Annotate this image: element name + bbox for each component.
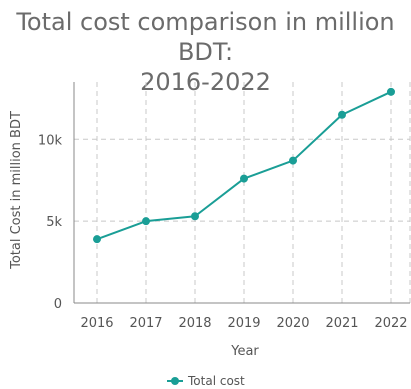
axes xyxy=(73,82,410,304)
data-point-2016 xyxy=(93,235,101,244)
y-tick-labels: 0 5k 10k xyxy=(38,133,63,312)
data-point-2017 xyxy=(142,217,150,226)
y-axis-title: Total Cost in million BDT xyxy=(9,111,24,270)
chart-title: Total cost comparison in million BDT: 20… xyxy=(0,7,411,97)
data-point-2018 xyxy=(191,212,199,221)
data-point-2021 xyxy=(338,110,346,119)
data-point-2020 xyxy=(289,156,297,165)
data-point-2019 xyxy=(240,174,248,183)
legend[interactable]: Total cost xyxy=(167,374,245,388)
legend-label-total-cost: Total cost xyxy=(187,374,245,388)
data-point-2022 xyxy=(387,87,395,96)
grid-lines xyxy=(74,82,411,303)
x-tick-label-2020: 2020 xyxy=(276,316,309,331)
x-tick-label-2018: 2018 xyxy=(178,316,211,331)
legend-marker-swatch xyxy=(171,377,179,385)
x-tick-label-2022: 2022 xyxy=(374,316,407,331)
y-tick-label-0: 0 xyxy=(54,297,62,312)
x-tick-labels: 2016 2017 2018 2019 2020 2021 2022 xyxy=(80,316,407,331)
series-total-cost xyxy=(93,87,395,244)
x-tick-label-2019: 2019 xyxy=(227,316,260,331)
chart-title-line-2: 2016-2022 xyxy=(140,68,271,96)
x-axis-title: Year xyxy=(230,344,259,359)
x-tick-label-2016: 2016 xyxy=(80,316,113,331)
x-tick-label-2021: 2021 xyxy=(325,316,358,331)
x-tick-label-2017: 2017 xyxy=(129,316,162,331)
chart-title-line-1: Total cost comparison in million BDT: xyxy=(16,8,395,66)
y-tick-label-5k: 5k xyxy=(46,215,62,230)
y-tick-label-10k: 10k xyxy=(38,133,63,148)
